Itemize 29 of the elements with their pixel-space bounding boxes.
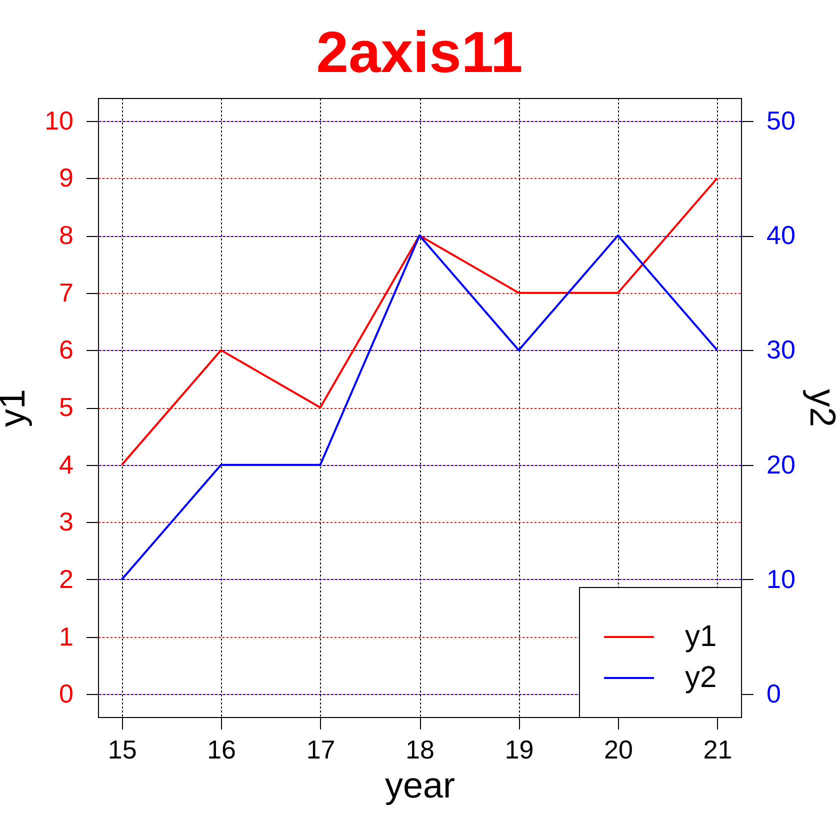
chart-title: 2axis11 <box>316 20 523 85</box>
y2-tick-label: 30 <box>766 334 796 365</box>
y-tick-label: 3 <box>59 506 74 537</box>
x-tick-label: 15 <box>108 734 137 764</box>
y-tick-label: 6 <box>59 334 74 365</box>
y2-tick-label: 10 <box>766 564 796 594</box>
y2-tick-label: 50 <box>766 105 796 136</box>
y-tick-label: 7 <box>59 277 74 308</box>
y-tick-label: 1 <box>59 621 74 652</box>
y2-tick-label: 40 <box>766 220 796 250</box>
legend-label: y1 <box>685 620 717 653</box>
y-tick-label: 10 <box>44 105 74 136</box>
y-tick-label: 0 <box>59 678 74 709</box>
y2-tick-label: 20 <box>766 449 796 480</box>
x-tick-label: 21 <box>703 734 732 764</box>
y2-axis-title: y2 <box>802 388 840 428</box>
x-tick-label: 20 <box>604 734 633 764</box>
x-tick-label: 17 <box>306 734 336 764</box>
x-tick-label: 19 <box>504 734 534 764</box>
x-tick-label: 18 <box>406 734 434 764</box>
legend-label: y2 <box>685 661 717 694</box>
x-axis-title: year <box>384 764 456 806</box>
y-tick-label: 8 <box>59 220 74 250</box>
y-tick-label: 4 <box>59 449 74 480</box>
y-tick-label: 2 <box>59 564 74 594</box>
y2-tick-label: 0 <box>766 678 781 709</box>
y-tick-label: 9 <box>59 162 74 193</box>
y-tick-label: 5 <box>59 392 74 422</box>
x-tick-label: 16 <box>207 734 236 764</box>
